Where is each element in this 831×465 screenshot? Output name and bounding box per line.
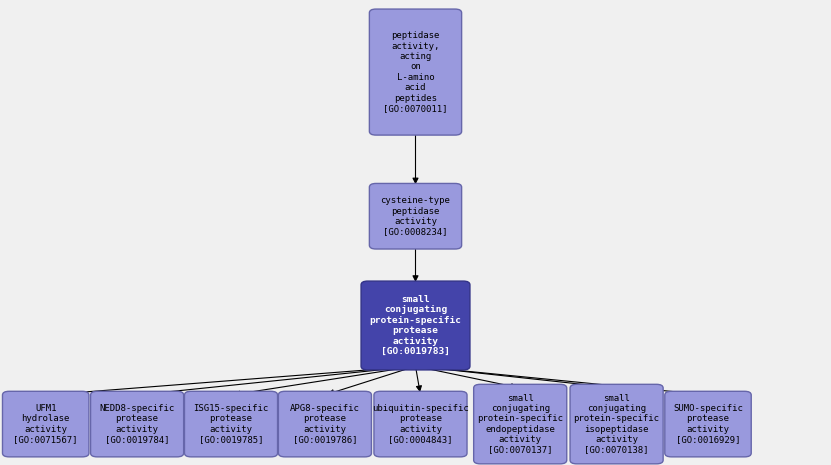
FancyBboxPatch shape (2, 392, 89, 457)
FancyBboxPatch shape (361, 281, 470, 370)
FancyBboxPatch shape (369, 183, 462, 249)
Text: cysteine-type
peptidase
activity
[GO:0008234]: cysteine-type peptidase activity [GO:000… (381, 196, 450, 236)
Text: NEDD8-specific
protease
activity
[GO:0019784]: NEDD8-specific protease activity [GO:001… (100, 404, 175, 444)
Text: small
conjugating
protein-specific
endopeptidase
activity
[GO:0070137]: small conjugating protein-specific endop… (477, 393, 563, 455)
FancyBboxPatch shape (665, 392, 751, 457)
FancyBboxPatch shape (570, 384, 663, 464)
FancyBboxPatch shape (278, 392, 371, 457)
Text: small
conjugating
protein-specific
protease
activity
[GO:0019783]: small conjugating protein-specific prote… (370, 295, 461, 356)
FancyBboxPatch shape (369, 9, 462, 135)
Text: UFM1
hydrolase
activity
[GO:0071567]: UFM1 hydrolase activity [GO:0071567] (13, 404, 78, 444)
Text: peptidase
activity,
acting
on
L-amino
acid
peptides
[GO:0070011]: peptidase activity, acting on L-amino ac… (383, 31, 448, 113)
Text: small
conjugating
protein-specific
isopeptidase
activity
[GO:0070138]: small conjugating protein-specific isope… (573, 393, 660, 455)
FancyBboxPatch shape (184, 392, 278, 457)
FancyBboxPatch shape (474, 384, 567, 464)
Text: ISG15-specific
protease
activity
[GO:0019785]: ISG15-specific protease activity [GO:001… (194, 404, 268, 444)
FancyBboxPatch shape (374, 392, 467, 457)
FancyBboxPatch shape (91, 392, 184, 457)
Text: SUMO-specific
protease
activity
[GO:0016929]: SUMO-specific protease activity [GO:0016… (673, 404, 743, 444)
Text: APG8-specific
protease
activity
[GO:0019786]: APG8-specific protease activity [GO:0019… (290, 404, 360, 444)
Text: ubiquitin-specific
protease
activity
[GO:0004843]: ubiquitin-specific protease activity [GO… (372, 404, 469, 444)
